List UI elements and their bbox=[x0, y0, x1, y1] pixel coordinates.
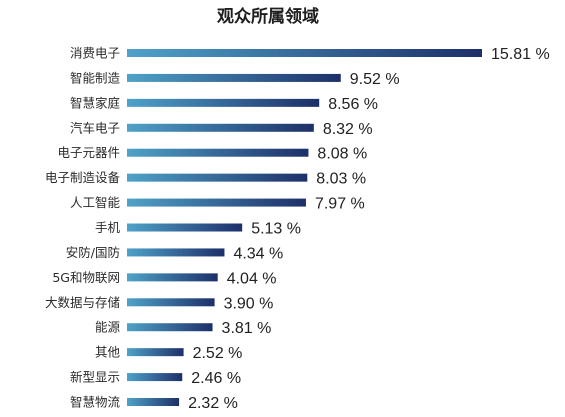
bar bbox=[127, 398, 180, 407]
value-label: 3.90 % bbox=[224, 295, 274, 312]
category-label: 消费电子 bbox=[70, 46, 120, 61]
value-label: 8.03 % bbox=[316, 171, 366, 188]
value-label: 2.46 % bbox=[191, 370, 241, 387]
bars-group: 消费电子 15.81 % 智能制造 9.52 % 智慧家庭 8.56 % 汽车电子 8.32 … bbox=[45, 46, 550, 413]
bar bbox=[127, 198, 306, 207]
category-label: 人工智能 bbox=[70, 195, 121, 210]
value-label: 15.81 % bbox=[491, 46, 550, 63]
category-label: 其他 bbox=[95, 345, 121, 360]
category-label: 新型显示 bbox=[70, 370, 120, 385]
chart-title: 观众所属领域 bbox=[216, 6, 319, 27]
value-label: 8.08 % bbox=[317, 146, 367, 163]
value-label: 9.52 % bbox=[350, 71, 400, 88]
category-label: 5G和物联网 bbox=[52, 270, 120, 285]
bar bbox=[127, 73, 341, 82]
bar bbox=[127, 98, 320, 107]
category-label: 安防/国防 bbox=[66, 245, 120, 260]
category-label: 大数据与存储 bbox=[45, 295, 120, 310]
category-label: 智慧物流 bbox=[70, 395, 121, 410]
bar bbox=[127, 173, 308, 182]
category-label: 手机 bbox=[95, 220, 121, 235]
bar bbox=[127, 223, 243, 232]
value-label: 5.13 % bbox=[251, 221, 301, 238]
bar bbox=[127, 273, 218, 282]
value-label: 8.56 % bbox=[328, 96, 378, 113]
value-label: 4.04 % bbox=[227, 270, 277, 287]
bar bbox=[127, 298, 215, 307]
value-label: 2.32 % bbox=[188, 395, 238, 412]
bar bbox=[127, 323, 213, 332]
bar bbox=[127, 123, 314, 132]
value-label: 7.97 % bbox=[315, 196, 365, 213]
category-label: 智能制造 bbox=[70, 70, 121, 85]
category-label: 电子元器件 bbox=[57, 145, 120, 160]
value-label: 8.32 % bbox=[323, 121, 373, 138]
category-label: 电子制造设备 bbox=[45, 170, 121, 185]
value-label: 3.81 % bbox=[222, 320, 272, 337]
value-label: 2.52 % bbox=[193, 345, 243, 362]
category-label: 汽车电子 bbox=[70, 120, 120, 135]
bar bbox=[127, 49, 482, 57]
bar bbox=[127, 248, 225, 257]
category-label: 能源 bbox=[95, 320, 121, 335]
bar bbox=[127, 373, 183, 382]
category-label: 智慧家庭 bbox=[70, 95, 121, 110]
bar bbox=[127, 348, 184, 357]
bar bbox=[127, 148, 309, 157]
value-label: 4.34 % bbox=[233, 245, 283, 262]
